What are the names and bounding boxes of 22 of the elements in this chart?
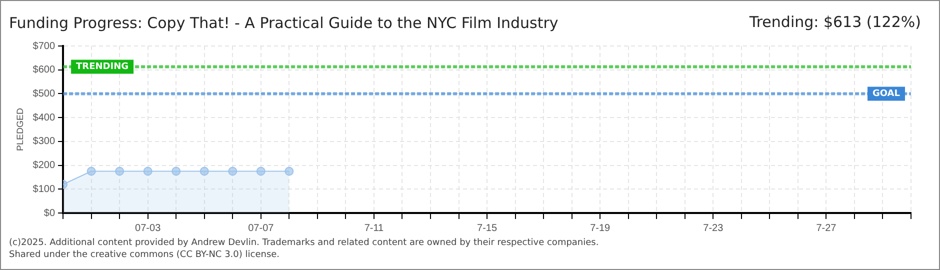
x-tick-label: 7-19 <box>590 222 611 234</box>
y-axis-title: PLEDGED <box>14 107 25 152</box>
ref-line-label: TRENDING <box>76 62 129 72</box>
chart-subtitle: Trending: $613 (122%) <box>749 13 921 31</box>
y-tick-label: $100 <box>32 184 56 195</box>
y-tick-label: $500 <box>32 88 56 100</box>
x-tick-label: 07-03 <box>135 222 162 234</box>
y-tick-label: $700 <box>32 40 56 52</box>
y-tick-label: $400 <box>32 112 56 124</box>
y-tick-label: $600 <box>32 64 56 76</box>
chart-title: Funding Progress: Copy That! - A Practical Guide to the NYC Film Industry <box>9 14 558 32</box>
y-tick-label: $200 <box>32 160 56 172</box>
x-tick-label: 7-23 <box>703 222 724 234</box>
text: Shared under the creative commons (CC BY-NC 3.0) license. <box>9 249 281 261</box>
text: (c)2025. Additional content provided by Andrew Devlin. Trademarks and related content are owned by their respective companies. <box>9 237 599 249</box>
x-tick-label: 07-07 <box>248 222 274 234</box>
y-tick-label: $300 <box>32 136 56 148</box>
x-tick-label: 7-15 <box>477 222 498 234</box>
ref-line-label: GOAL <box>872 89 900 100</box>
y-tick-label: $0 <box>44 208 56 219</box>
x-tick-label: 7-27 <box>816 222 837 234</box>
x-tick-label: 7-11 <box>364 222 384 234</box>
